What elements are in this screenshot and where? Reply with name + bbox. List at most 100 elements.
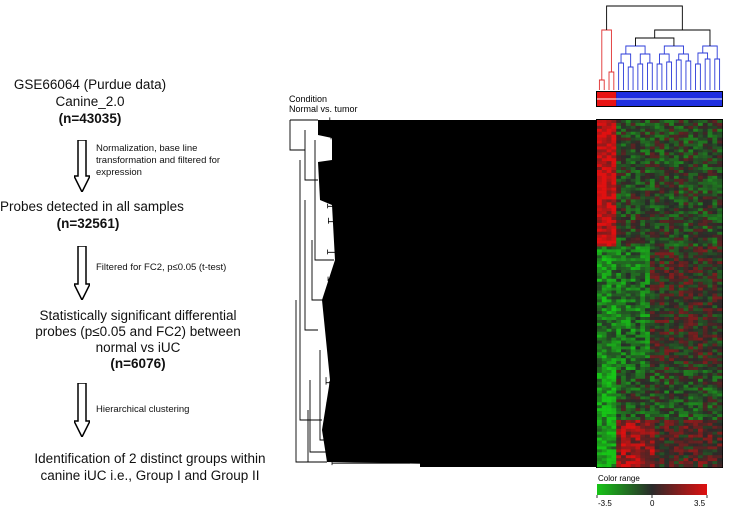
heatmap-cell xyxy=(597,219,603,224)
heatmap-cell xyxy=(640,193,646,197)
heatmap-cell xyxy=(625,175,631,180)
heatmap-cell xyxy=(649,269,655,274)
heatmap-cell xyxy=(625,455,631,459)
heatmap-cell xyxy=(707,137,713,141)
dendrogram-link xyxy=(685,60,692,90)
heatmap-cell xyxy=(717,269,723,274)
heatmap-cell xyxy=(669,296,675,300)
heatmap-cell xyxy=(717,293,723,297)
heatmap-cell xyxy=(673,361,680,365)
heatmap-cell xyxy=(688,399,694,403)
heatmap-cell xyxy=(654,331,660,335)
step1-count: (n=43035) xyxy=(58,111,122,126)
heatmap-cell xyxy=(659,275,665,280)
heatmap-cell xyxy=(621,175,627,180)
heatmap-cell xyxy=(654,452,660,456)
heatmap-cell xyxy=(659,458,665,462)
heatmap-cell xyxy=(621,143,627,147)
heatmap-cell xyxy=(707,128,713,133)
heatmap-cell xyxy=(606,190,612,194)
condition-sublabel: Normal vs. tumor xyxy=(289,104,358,114)
heatmap-cell xyxy=(601,305,607,309)
heatmap-cell xyxy=(717,131,723,136)
heatmap-cell xyxy=(712,305,718,309)
heatmap-cell xyxy=(616,264,622,268)
heatmap-cell xyxy=(597,375,603,380)
heatmap-cell xyxy=(621,172,627,177)
heatmap-cell xyxy=(621,337,627,341)
heatmap-cell xyxy=(597,414,603,418)
heatmap-cell xyxy=(597,425,603,430)
heatmap-cell xyxy=(625,181,631,185)
heatmap-cell xyxy=(678,155,684,159)
heatmap-cell xyxy=(688,411,694,415)
heatmap-cell xyxy=(702,322,708,327)
heatmap-cell xyxy=(645,452,651,456)
heatmap-cell xyxy=(683,340,689,344)
heatmap-cell xyxy=(669,225,675,230)
heatmap-cell xyxy=(635,231,641,235)
dendrogram-link xyxy=(659,53,670,64)
heatmap-cell xyxy=(611,196,617,200)
heatmap-cell xyxy=(697,405,704,409)
heatmap-cell xyxy=(702,120,708,124)
heatmap-cell xyxy=(635,446,641,450)
heatmap-cell xyxy=(693,208,699,212)
heatmap-cell xyxy=(683,428,689,433)
heatmap-cell xyxy=(688,293,694,297)
heatmap-cell xyxy=(621,417,627,421)
heatmap-cell xyxy=(630,375,636,380)
heatmap-cell xyxy=(611,158,617,162)
heatmap-cell xyxy=(659,325,665,330)
heatmap-cell xyxy=(683,449,689,453)
heatmap-cell xyxy=(702,440,708,444)
heatmap-cell xyxy=(645,328,651,333)
heatmap-cell xyxy=(601,431,607,435)
heatmap-cell xyxy=(693,299,699,303)
heatmap-cell xyxy=(630,334,636,338)
heatmap-cell xyxy=(702,125,708,130)
heatmap-cell xyxy=(630,314,636,318)
heatmap-cell xyxy=(707,240,713,244)
heatmap-cell xyxy=(630,243,636,247)
heatmap-cell xyxy=(645,396,651,400)
heatmap-cell xyxy=(683,437,689,441)
heatmap-cell xyxy=(601,417,607,421)
heatmap-cell xyxy=(621,137,627,141)
heatmap-cell xyxy=(630,181,636,185)
heatmap-cell xyxy=(645,358,651,362)
heatmap-cell xyxy=(707,364,713,368)
heatmap-cell xyxy=(669,440,675,444)
heatmap-cell xyxy=(702,390,708,394)
heatmap-cell xyxy=(693,187,699,191)
heatmap-cell xyxy=(606,393,612,397)
heatmap-cell xyxy=(664,275,670,280)
heatmap-cell xyxy=(664,225,670,230)
heatmap-cell xyxy=(669,434,675,438)
heatmap-cell xyxy=(712,375,718,380)
heatmap-cell xyxy=(688,205,694,209)
heatmap-cell xyxy=(606,281,612,285)
heatmap-cell xyxy=(606,443,612,447)
heatmap-cell xyxy=(683,464,689,468)
heatmap-cell xyxy=(693,205,699,209)
heatmap-cell xyxy=(659,381,665,385)
heatmap-cell xyxy=(678,267,684,271)
heatmap-cell xyxy=(640,228,646,233)
heatmap-cell xyxy=(597,146,603,150)
heatmap-cell xyxy=(678,317,684,321)
heatmap-cell xyxy=(601,240,607,244)
heatmap-cell xyxy=(717,175,723,180)
heatmap-cell xyxy=(664,378,670,383)
heatmap-cell xyxy=(678,246,684,250)
heatmap-cell xyxy=(601,219,607,224)
heatmap-cell xyxy=(693,181,699,185)
heatmap-cell xyxy=(717,143,723,147)
heatmap-cell xyxy=(693,267,699,271)
heatmap-cell xyxy=(673,196,680,200)
heatmap-cell xyxy=(649,461,655,465)
heatmap-cell xyxy=(702,417,708,421)
heatmap-cell xyxy=(640,149,646,153)
heatmap-cell xyxy=(611,120,617,124)
heatmap-cell xyxy=(707,205,713,209)
